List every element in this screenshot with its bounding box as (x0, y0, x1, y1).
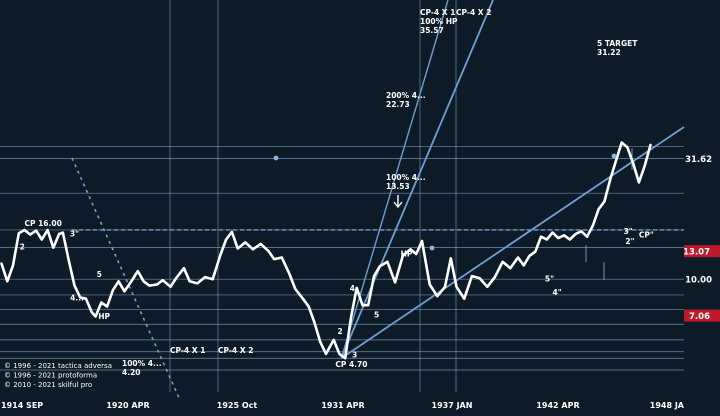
copyright-line: © 1996 - 2021 protoforma (4, 372, 97, 380)
level-dot-marker (273, 155, 279, 161)
annotation-label: 5 TARGET (597, 39, 638, 48)
y-tick-badge (684, 245, 720, 258)
decline-dashed-line (71, 157, 181, 401)
annotation-label: 100% 4... (122, 359, 162, 368)
trend-support-line (340, 126, 685, 359)
copyright-notice: © 1996 - 2021 tactica adversa © 1996 - 20… (4, 362, 112, 389)
marker-group (273, 153, 617, 251)
point-label: CP" (639, 231, 654, 240)
annotation-label: 31.22 (597, 48, 621, 57)
point-label: CP 4.70 (335, 360, 367, 369)
annotation-label: CP-4 X 2 (218, 346, 253, 355)
point-label: 4 (350, 284, 355, 293)
y-tick-label: 31.62 (685, 155, 712, 165)
down-arrow-marker (393, 195, 403, 209)
x-tick-label: 1920 APR (106, 401, 149, 410)
x-tick-label: 1925 Oct (217, 401, 258, 410)
y-tick-label: 13.07 (683, 247, 710, 257)
point-label: HP (401, 250, 413, 259)
annotation-label: 13.53 (386, 182, 410, 191)
y-tick-badge (684, 309, 720, 322)
annotation-label: 100% HP (420, 17, 458, 26)
point-label: 2 (20, 243, 25, 252)
x-tick-label: 1948 JA (650, 401, 685, 410)
point-label: 2 (338, 327, 343, 336)
point-label: 3" (70, 230, 79, 239)
guide-lines (0, 0, 684, 392)
x-tick-label: 1942 APR (536, 401, 579, 410)
point-label: 3 (352, 351, 357, 360)
x-tick-label: 1914 SEP (1, 401, 43, 410)
price-series-line (0, 141, 652, 360)
y-tick-label: 10.00 (685, 275, 712, 285)
point-label: 5 (97, 270, 102, 279)
x-tick-label: 1931 APR (321, 401, 364, 410)
x-tick-label: 1937 JAN (432, 401, 473, 410)
annotation-label: CP-4 X 1 (170, 346, 205, 355)
y-axis-ticks: 31.62 13.07 10.00 7.06 (683, 155, 720, 322)
point-label: 5" (545, 274, 554, 283)
annotation-label: 22.73 (386, 100, 410, 109)
copyright-line: © 2010 - 2021 skilful pro (4, 381, 92, 389)
projection-line-cp4x2 (340, 0, 494, 359)
point-label: HP (98, 312, 110, 321)
point-label: 3" (624, 227, 633, 236)
level-dot-marker (611, 153, 617, 159)
point-label: 4... (70, 293, 84, 302)
annotation-label: CP-4 X 1 (420, 8, 455, 17)
point-label: 2" (625, 237, 634, 246)
annotation-label: 4.20 (122, 368, 141, 377)
annotation-label: CP-4 X 2 (456, 8, 491, 17)
point-label: 5 (374, 310, 379, 319)
annotation-label: 35.57 (420, 26, 444, 35)
y-tick-label: 7.06 (689, 312, 710, 322)
annotation-label: 100% 4... (386, 173, 426, 182)
copyright-line: © 1996 - 2021 tactica adversa (4, 362, 112, 370)
annotation-label: 200% 4... (386, 91, 426, 100)
level-dot-marker (429, 245, 435, 251)
label-group: CP 16.00 2 3" 5 4... HP CP 4.70 2 3 4 5 HP 3" CP" 2" 5"… (20, 8, 654, 377)
point-label: CP 16.00 (24, 219, 61, 228)
x-axis-ticks: 1914 SEP 1920 APR 1925 Oct 1931 APR 1937 JAN… (1, 401, 685, 410)
point-label: 4" (553, 288, 562, 297)
